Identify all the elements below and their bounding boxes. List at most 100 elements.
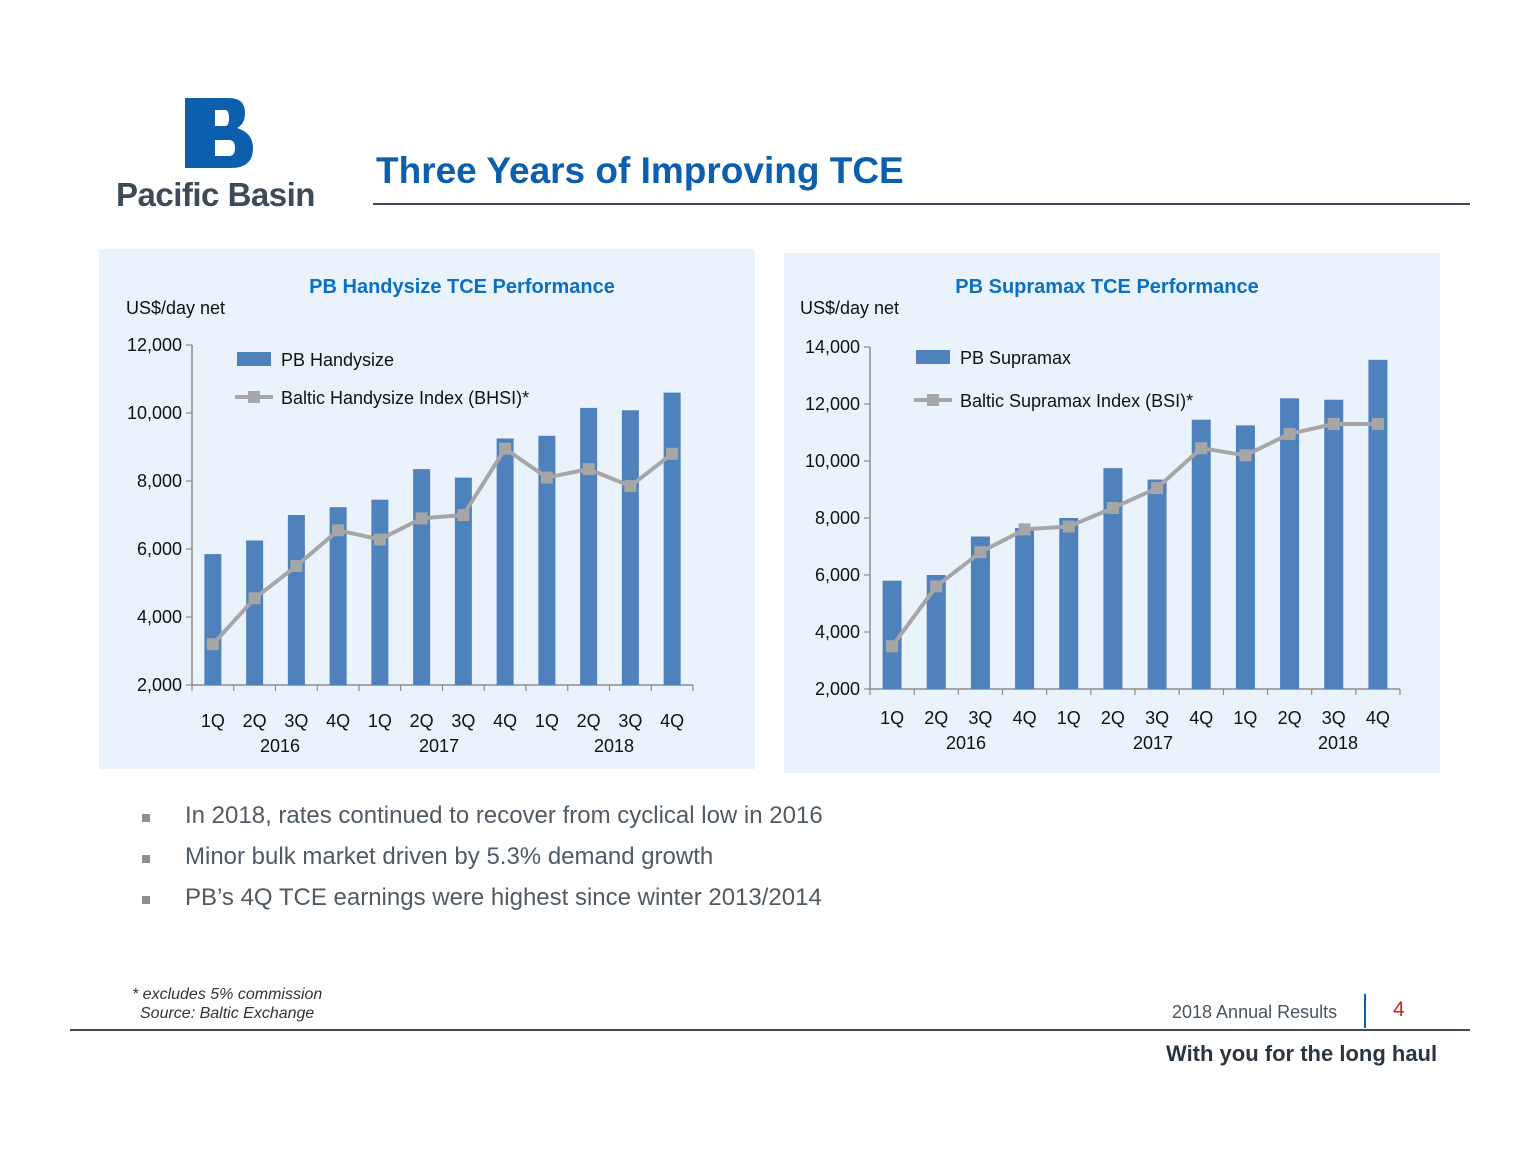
year-label: 2017 xyxy=(419,736,459,756)
x-tick-label: 4Q xyxy=(660,711,684,731)
bar xyxy=(621,410,639,685)
index-point xyxy=(332,524,345,537)
y-tick-label: 6,000 xyxy=(137,539,182,559)
x-tick-label: 4Q xyxy=(326,711,350,731)
index-line xyxy=(890,421,1378,648)
year-label: 2018 xyxy=(594,736,634,756)
y-tick-label: 10,000 xyxy=(805,451,860,471)
y-tick-label: 6,000 xyxy=(815,565,860,585)
legend-label: Baltic Handysize Index (BHSI)* xyxy=(281,388,529,408)
y-tick-label: 8,000 xyxy=(137,471,182,491)
x-tick-label: 3Q xyxy=(1145,708,1169,728)
bar xyxy=(496,438,514,685)
x-tick-label: 4Q xyxy=(1189,708,1213,728)
index-point xyxy=(1195,442,1208,455)
index-point xyxy=(666,447,679,460)
x-tick-label: 1Q xyxy=(880,708,904,728)
y-tick-label: 14,000 xyxy=(805,337,860,357)
y-tick-label: 8,000 xyxy=(815,508,860,528)
x-tick-label: 2Q xyxy=(924,708,948,728)
index-point xyxy=(415,512,428,525)
index-point xyxy=(540,471,553,484)
bar xyxy=(1015,527,1035,689)
page-separator xyxy=(1364,994,1366,1028)
index-point xyxy=(1151,482,1164,495)
x-tick-label: 3Q xyxy=(1322,708,1346,728)
year-label: 2018 xyxy=(1318,733,1358,753)
tagline: With you for the long haul xyxy=(1166,1041,1438,1066)
legend-line-marker xyxy=(248,391,260,403)
y-tick-label: 12,000 xyxy=(805,394,860,414)
bar xyxy=(454,477,472,685)
bar xyxy=(1368,359,1388,689)
x-tick-label: 2Q xyxy=(243,711,267,731)
index-point xyxy=(1239,449,1252,462)
y-tick-label: 4,000 xyxy=(815,622,860,642)
title-divider xyxy=(373,203,1470,205)
bar xyxy=(580,407,598,685)
supramax-chart-panel: PB Supramax TCE Performance US$/day net 2,… xyxy=(784,253,1440,773)
x-tick-label: 2Q xyxy=(410,711,434,731)
handysize-chart: PB Handysize TCE Performance US$/day net 2… xyxy=(126,276,694,756)
index-point xyxy=(206,638,219,651)
y-axis-label: US$/day net xyxy=(126,298,225,318)
x-tick-label: 1Q xyxy=(368,711,392,731)
x-tick-label: 1Q xyxy=(1233,708,1257,728)
x-tick-label: 3Q xyxy=(284,711,308,731)
legend-bar-swatch xyxy=(237,352,271,366)
bar xyxy=(1235,425,1255,689)
bar xyxy=(970,536,990,689)
bar xyxy=(926,575,946,689)
chart-title: PB Handysize TCE Performance xyxy=(309,276,615,298)
index-point xyxy=(373,533,386,546)
footer-divider xyxy=(70,1029,1470,1031)
bar xyxy=(1191,419,1211,689)
bar xyxy=(204,554,222,685)
year-label: 2016 xyxy=(946,733,986,753)
index-point xyxy=(457,509,470,521)
x-tick-label: 3Q xyxy=(968,708,992,728)
index-point xyxy=(1371,417,1384,430)
supramax-chart: PB Supramax TCE Performance US$/day net 2,… xyxy=(800,276,1401,753)
x-tick-label: 4Q xyxy=(1013,708,1037,728)
x-tick-label: 3Q xyxy=(451,711,475,731)
bar xyxy=(1324,399,1344,689)
bar xyxy=(1280,398,1300,689)
legend-label: PB Handysize xyxy=(281,350,394,370)
page-title: Three Years of Improving TCE xyxy=(376,150,904,191)
y-tick-label: 2,000 xyxy=(137,675,182,695)
x-tick-label: 1Q xyxy=(201,711,225,731)
index-point xyxy=(1018,523,1031,536)
bar xyxy=(882,580,902,689)
index-point xyxy=(1106,502,1119,515)
x-tick-label: 4Q xyxy=(1366,708,1390,728)
year-label: 2016 xyxy=(260,736,300,756)
footnote: * excludes 5% commission xyxy=(132,986,323,1003)
x-tick-label: 3Q xyxy=(618,711,642,731)
index-point xyxy=(886,640,899,653)
page-number: 4 xyxy=(1393,998,1405,1021)
legend-label: PB Supramax xyxy=(960,348,1071,368)
index-point xyxy=(1062,520,1075,533)
index-point xyxy=(1327,417,1340,430)
bullet-square-icon xyxy=(142,814,150,822)
index-point xyxy=(582,463,595,476)
x-tick-label: 1Q xyxy=(1057,708,1081,728)
index-point xyxy=(624,480,637,493)
y-tick-label: 10,000 xyxy=(127,403,182,423)
index-point xyxy=(499,442,512,455)
x-tick-label: 1Q xyxy=(535,711,559,731)
bullet-text: PB’s 4Q TCE earnings were highest since … xyxy=(185,884,822,911)
bar xyxy=(329,507,347,685)
bar xyxy=(371,499,389,685)
x-tick-label: 4Q xyxy=(493,711,517,731)
legend-line-marker xyxy=(927,394,939,406)
report-name: 2018 Annual Results xyxy=(1172,1002,1338,1022)
index-line xyxy=(211,446,674,646)
bar xyxy=(538,435,556,685)
x-tick-label: 2Q xyxy=(1278,708,1302,728)
legend-label: Baltic Supramax Index (BSI)* xyxy=(960,391,1193,411)
pacific-basin-logo-icon xyxy=(185,98,253,168)
index-point xyxy=(248,592,261,605)
chart-title: PB Supramax TCE Performance xyxy=(955,276,1258,298)
